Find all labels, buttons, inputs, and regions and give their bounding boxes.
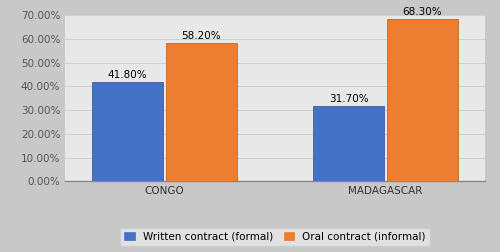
Legend: Written contract (formal), Oral contract (informal): Written contract (formal), Oral contract… [120, 228, 430, 246]
Text: 68.30%: 68.30% [402, 7, 442, 17]
Text: 41.80%: 41.80% [108, 70, 148, 80]
Bar [92, 82, 163, 181]
Bar [314, 106, 384, 181]
Text: 31.70%: 31.70% [329, 94, 368, 104]
Bar [166, 43, 236, 181]
Text: 58.20%: 58.20% [182, 31, 221, 41]
Bar [387, 19, 458, 181]
